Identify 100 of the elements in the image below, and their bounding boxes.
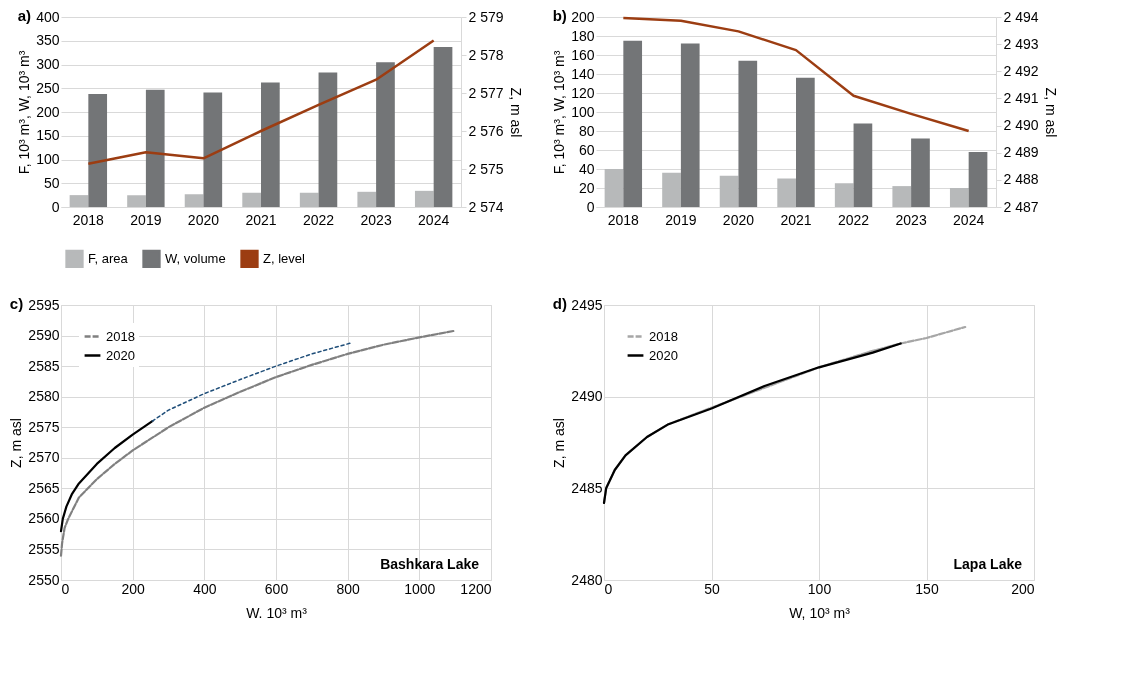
bar: [261, 82, 280, 207]
y-tick-label: 2495: [571, 296, 603, 313]
x-tick-label: 800: [336, 580, 361, 597]
y2-tick-label: 2 574: [468, 198, 504, 215]
y2-tick-label: 2 578: [468, 46, 504, 63]
y-tick-label: 180: [571, 27, 595, 44]
bar: [738, 60, 758, 207]
y-tick-label: 2590: [28, 327, 60, 344]
x-tick-label: 150: [915, 580, 939, 597]
y-tick-label: 2585: [28, 357, 60, 374]
y2-tick-label: 2 491: [1003, 89, 1039, 106]
y2-tick-label: 2 492: [1003, 62, 1039, 79]
bar: [433, 46, 453, 207]
y-tick-label: 350: [36, 32, 60, 49]
legend-label: 2020: [106, 347, 135, 363]
x-tick-label: 400: [193, 580, 217, 597]
x-tick-label: 2023: [360, 211, 392, 228]
y2-tick-label: 2 490: [1003, 117, 1039, 134]
y-tick-label: 2575: [28, 418, 60, 435]
legend-label: W, volume: [165, 250, 226, 266]
chart-title: c): [9, 295, 24, 312]
bar: [357, 191, 377, 207]
y-tick-label: 200: [36, 103, 60, 120]
bar: [127, 195, 146, 207]
x-tick-label: 1200: [460, 580, 492, 597]
x-axis-title: W. 10³ m³: [246, 604, 308, 621]
x-tick-label: 2023: [895, 211, 927, 228]
y2-tick-label: 2 575: [468, 160, 504, 177]
y-tick-label: 100: [571, 103, 595, 120]
y-tick-label: 250: [36, 79, 60, 96]
y-tick-label: 140: [571, 65, 595, 82]
y-tick-label: 2550: [28, 571, 60, 588]
line-series: [59, 329, 457, 557]
y-tick-label: 2580: [28, 388, 60, 405]
bar: [662, 172, 681, 207]
chart-title: b): [552, 7, 567, 24]
bar: [949, 188, 969, 207]
line-series: [151, 342, 352, 422]
legend-label: Z, level: [263, 250, 306, 266]
y-tick-label: 2595: [28, 296, 60, 313]
y-tick-label: 80: [578, 122, 595, 139]
y-tick-label: 2565: [28, 479, 60, 496]
x-tick-label: 2022: [302, 211, 335, 228]
y2-tick-label: 2 488: [1003, 171, 1039, 188]
bar: [242, 192, 261, 207]
x-tick-label: 2024: [953, 211, 985, 228]
y-tick-label: 150: [36, 127, 60, 144]
annotation: Lapa Lake: [953, 556, 1023, 572]
bar: [604, 169, 624, 207]
bar: [968, 151, 988, 207]
y-tick-label: 2485: [571, 479, 603, 496]
bar: [680, 43, 700, 207]
bar: [796, 77, 815, 207]
x-tick-label: 2021: [245, 211, 277, 228]
y2-tick-label: 2 494: [1003, 8, 1039, 25]
y2-axis-title: Z, m asl: [507, 87, 524, 138]
y-tick-label: 400: [36, 8, 60, 25]
y-tick-label: 20: [578, 179, 595, 196]
x-tick-label: 2020: [187, 211, 220, 228]
line-series: [59, 420, 154, 533]
y-tick-label: 0: [51, 198, 60, 215]
bar: [623, 40, 643, 207]
x-tick-label: 2018: [607, 211, 640, 228]
y-tick-label: 0: [586, 198, 595, 215]
y-tick-label: 2490: [571, 388, 603, 405]
bar: [853, 123, 873, 207]
bar: [299, 192, 319, 207]
y-tick-label: 120: [571, 84, 595, 101]
y-axis-title: F, 10³ m³, W, 10³ m³: [551, 50, 568, 175]
y-axis-title: F, 10³ m³, W, 10³ m³: [16, 50, 33, 175]
chart-title: d): [552, 295, 568, 312]
y2-tick-label: 2 577: [468, 84, 504, 101]
bar: [834, 183, 854, 207]
legend-label: 2020: [649, 347, 678, 363]
x-tick-label: 100: [807, 580, 832, 597]
annotation: Bashkara Lake: [380, 556, 480, 572]
x-tick-label: 2019: [665, 211, 697, 228]
line-series: [622, 16, 970, 133]
y-axis-title: Z, m asl: [8, 418, 25, 468]
y-tick-label: 100: [36, 151, 60, 167]
bar: [184, 194, 204, 207]
bar: [777, 178, 796, 207]
legend-label: F, area: [88, 250, 129, 266]
bar: [69, 195, 89, 207]
legend-label: 2018: [649, 328, 678, 344]
bar: [719, 175, 739, 207]
y2-tick-label: 2 493: [1003, 35, 1039, 52]
line-series: [602, 342, 902, 505]
x-tick-label: 200: [1011, 580, 1035, 597]
line-series: [87, 39, 435, 165]
y-tick-label: 2560: [28, 510, 60, 527]
x-axis-title: W, 10³ m³: [789, 604, 851, 621]
bar: [145, 89, 165, 207]
y-tick-label: 200: [571, 8, 595, 25]
chart-title: a): [17, 7, 31, 24]
y-tick-label: 300: [36, 56, 60, 72]
y2-tick-label: 2 487: [1003, 198, 1039, 215]
y-tick-label: 60: [578, 141, 595, 158]
y-tick-label: 2555: [28, 540, 60, 557]
y2-tick-label: 2 489: [1003, 144, 1039, 161]
